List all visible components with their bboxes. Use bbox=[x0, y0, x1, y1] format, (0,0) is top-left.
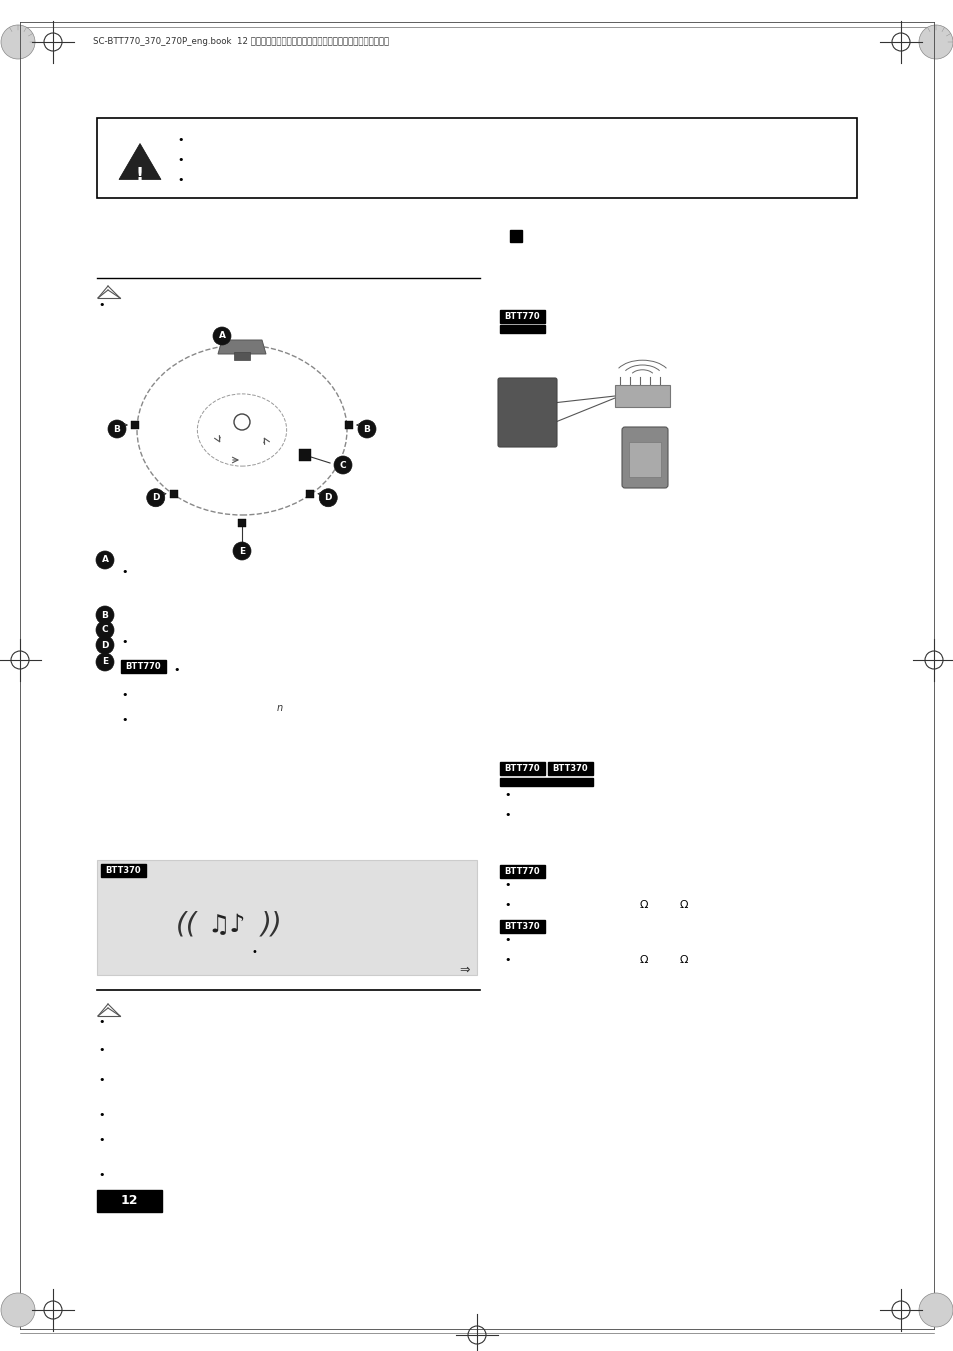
FancyBboxPatch shape bbox=[621, 427, 667, 488]
Bar bbox=[233, 353, 250, 359]
Polygon shape bbox=[218, 340, 266, 354]
Text: •: • bbox=[121, 690, 128, 700]
Text: •: • bbox=[177, 135, 183, 145]
Circle shape bbox=[918, 26, 952, 59]
Bar bbox=[101, 865, 146, 877]
Text: D: D bbox=[324, 493, 332, 503]
Text: •: • bbox=[121, 638, 128, 647]
Bar bbox=[97, 861, 476, 975]
Circle shape bbox=[1, 1293, 35, 1327]
Text: E: E bbox=[238, 547, 245, 555]
Text: •: • bbox=[98, 1170, 105, 1179]
Text: D: D bbox=[152, 493, 159, 503]
Text: BTT370: BTT370 bbox=[552, 765, 588, 773]
Bar bbox=[97, 1190, 162, 1212]
Text: •: • bbox=[177, 176, 183, 185]
Bar bbox=[499, 778, 593, 786]
Text: BTT370: BTT370 bbox=[504, 921, 539, 931]
Text: n: n bbox=[276, 703, 283, 713]
Bar bbox=[499, 865, 544, 878]
Bar bbox=[499, 920, 544, 934]
Circle shape bbox=[357, 420, 375, 438]
Bar bbox=[499, 762, 544, 775]
Circle shape bbox=[1, 26, 35, 59]
Text: •: • bbox=[503, 880, 510, 890]
Text: BTT770: BTT770 bbox=[504, 867, 539, 875]
Text: Ω: Ω bbox=[639, 955, 648, 965]
Text: •: • bbox=[503, 955, 510, 965]
Text: C: C bbox=[102, 626, 109, 635]
Text: ♫♪: ♫♪ bbox=[208, 913, 246, 938]
Text: •: • bbox=[98, 1111, 105, 1120]
Text: •: • bbox=[98, 1046, 105, 1055]
Text: B: B bbox=[101, 611, 109, 620]
Bar bbox=[345, 422, 353, 430]
Text: •: • bbox=[177, 155, 183, 165]
Bar bbox=[131, 422, 139, 430]
Text: •: • bbox=[98, 1075, 105, 1085]
Text: D: D bbox=[101, 640, 109, 650]
Text: •: • bbox=[98, 1135, 105, 1146]
Text: 12: 12 bbox=[121, 1194, 138, 1208]
Text: SC-BTT770_370_270P_eng.book  12 ページ　２０１０年１２月１６日　木曜日　午後９時５１分: SC-BTT770_370_270P_eng.book 12 ページ ２０１０年… bbox=[92, 38, 389, 46]
Bar bbox=[499, 326, 544, 332]
Circle shape bbox=[96, 621, 113, 639]
Text: A: A bbox=[101, 555, 109, 565]
Text: ((: (( bbox=[176, 911, 197, 939]
Text: B: B bbox=[113, 424, 120, 434]
Text: E: E bbox=[102, 658, 108, 666]
Text: Ω: Ω bbox=[679, 955, 688, 965]
Text: !: ! bbox=[135, 166, 144, 184]
Bar bbox=[170, 490, 177, 497]
Bar bbox=[97, 118, 856, 199]
Circle shape bbox=[319, 489, 337, 507]
Circle shape bbox=[213, 327, 231, 345]
Text: Ω: Ω bbox=[679, 900, 688, 911]
Text: •: • bbox=[503, 900, 510, 911]
Circle shape bbox=[233, 542, 251, 561]
Text: BTT770: BTT770 bbox=[504, 312, 539, 322]
Text: •: • bbox=[503, 935, 510, 944]
Text: BTT770: BTT770 bbox=[504, 765, 539, 773]
Text: •: • bbox=[172, 665, 179, 676]
Text: •: • bbox=[121, 567, 128, 577]
Text: Ω: Ω bbox=[639, 900, 648, 911]
Bar bbox=[547, 762, 593, 775]
Bar bbox=[499, 309, 544, 323]
FancyBboxPatch shape bbox=[497, 378, 557, 447]
Bar bbox=[628, 442, 660, 477]
Circle shape bbox=[96, 551, 113, 569]
Circle shape bbox=[918, 1293, 952, 1327]
Text: BTT770: BTT770 bbox=[126, 662, 161, 671]
Circle shape bbox=[147, 489, 165, 507]
Bar bbox=[237, 519, 246, 527]
Circle shape bbox=[96, 607, 113, 624]
Text: C: C bbox=[339, 461, 346, 470]
Text: •: • bbox=[121, 715, 128, 725]
Circle shape bbox=[334, 457, 352, 474]
Text: •: • bbox=[98, 1017, 105, 1027]
Text: ⇒: ⇒ bbox=[458, 963, 469, 977]
Bar bbox=[510, 230, 521, 242]
Text: BTT370: BTT370 bbox=[106, 866, 141, 875]
Bar bbox=[306, 490, 314, 497]
Circle shape bbox=[96, 653, 113, 671]
Text: B: B bbox=[363, 424, 370, 434]
Polygon shape bbox=[119, 143, 161, 180]
Circle shape bbox=[108, 420, 126, 438]
Text: A: A bbox=[218, 331, 225, 340]
Text: •: • bbox=[503, 811, 510, 820]
Bar bbox=[615, 385, 669, 407]
Text: •: • bbox=[252, 947, 257, 957]
Text: )): )) bbox=[261, 911, 283, 939]
Circle shape bbox=[96, 636, 113, 654]
Text: •: • bbox=[98, 300, 105, 309]
Bar bbox=[298, 449, 311, 461]
Text: •: • bbox=[503, 790, 510, 800]
Bar bbox=[121, 661, 166, 673]
